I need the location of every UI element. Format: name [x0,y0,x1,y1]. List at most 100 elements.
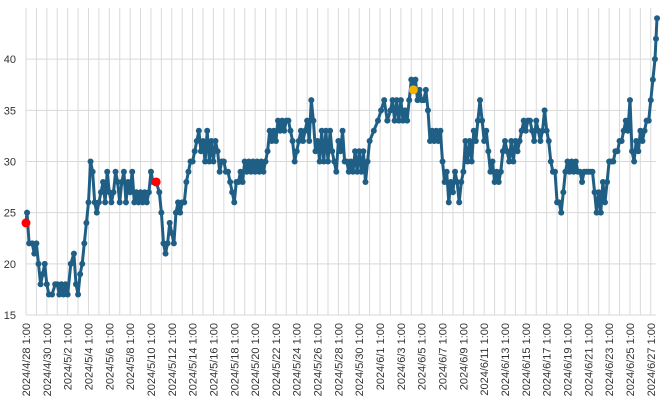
data-point [556,199,563,206]
data-point [433,127,440,134]
data-point [635,148,642,155]
data-point [310,117,317,124]
data-point [499,148,506,155]
x-tick-label: 2024/5/28 1:00 [333,323,345,396]
data-point [41,260,48,267]
x-tick-label: 2024/5/20 1:00 [250,323,262,396]
data-point [568,158,575,165]
data-point [422,86,429,93]
data-point [31,250,38,257]
x-tick-label: 2024/5/30 1:00 [354,323,366,396]
y-tick-label: 15 [4,310,16,322]
data-point [533,117,540,124]
data-point [404,117,411,124]
data-point [477,97,484,104]
data-point [354,168,361,175]
data-point [514,148,521,155]
data-point [337,148,344,155]
data-point [497,168,504,175]
data-point [197,148,204,155]
data-point [241,158,248,165]
data-point [97,189,104,196]
data-point [356,148,363,155]
x-tick-label: 2024/6/13 1:00 [500,323,512,396]
data-point [489,158,496,165]
x-tick-label: 2024/5/22 1:00 [271,323,283,396]
x-tick-label: 2024/5/14 1:00 [188,323,200,396]
data-point [214,148,221,155]
data-point [393,97,400,104]
data-point [264,148,271,155]
x-tick-label: 2024/6/1 1:00 [375,323,387,390]
y-tick-label: 20 [4,259,16,271]
series-line [24,16,659,296]
data-point [314,138,321,145]
data-point [83,219,90,226]
data-point [631,158,638,165]
data-point [258,158,265,165]
x-tick-label: 2024/5/12 1:00 [167,323,179,396]
x-tick-label: 2024/5/10 1:00 [146,323,158,396]
data-point [331,158,338,165]
data-point [64,291,71,298]
data-point [420,97,427,104]
data-point [522,127,529,134]
data-point [454,178,461,185]
data-point [239,178,246,185]
data-point [160,240,167,247]
y-tick-label: 25 [4,208,16,220]
data-point [181,199,188,206]
data-point [468,158,475,165]
data-point [406,97,413,104]
data-point [166,219,173,226]
data-point [387,107,394,114]
data-point [106,189,113,196]
data-point [416,86,423,93]
data-point [439,158,446,165]
data-point [122,199,129,206]
data-point [614,148,621,155]
data-point [77,271,84,278]
data-point [358,168,365,175]
data-point [125,178,132,185]
data-point [633,138,640,145]
data-point [116,199,123,206]
data-point [599,178,606,185]
data-point [378,107,385,114]
data-point [464,158,471,165]
y-tick-label: 40 [4,54,16,66]
data-point [493,168,500,175]
data-point [127,189,134,196]
data-point [118,178,125,185]
data-point [402,107,409,114]
data-point [185,168,192,175]
data-point [339,127,346,134]
data-point [56,291,63,298]
data-point [164,240,171,247]
data-point [618,138,625,145]
data-point [529,127,536,134]
data-point [527,117,533,124]
data-point [595,189,602,196]
data-point [170,240,177,247]
data-point [518,127,525,134]
data-point [100,178,107,185]
data-point [33,240,40,247]
data-point [491,178,498,185]
x-tick-label: 2024/6/17 1:00 [542,323,554,396]
data-point [89,168,96,175]
data-point [297,127,304,134]
data-point [277,127,284,134]
data-point [399,117,406,124]
data-point [347,158,354,165]
data-point [316,158,323,165]
data-point [558,209,565,216]
data-point [610,158,617,165]
data-point [651,56,658,63]
data-point [370,127,377,134]
data-point [206,158,213,165]
data-point [245,158,252,165]
data-point [397,97,404,104]
data-point [479,117,486,124]
data-point [560,189,567,196]
